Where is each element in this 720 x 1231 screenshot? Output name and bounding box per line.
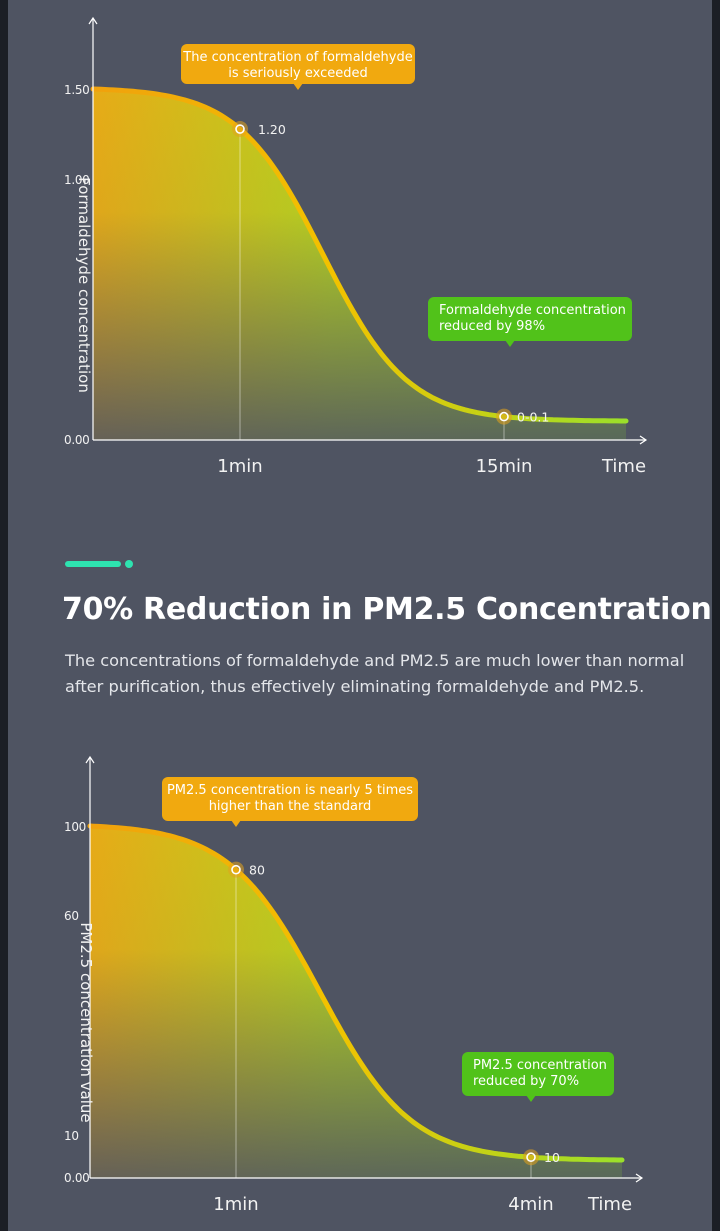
y-tick-label: 0.00: [64, 1171, 90, 1185]
callout-box: [162, 777, 418, 821]
callout-text: PM2.5 concentration: [473, 1058, 607, 1073]
callout-text: The concentration of formaldehyde: [182, 50, 412, 65]
data-point: [526, 1152, 536, 1163]
callout-pointer: [526, 1095, 536, 1102]
pm25-chart: 0.00 10 60 100 PM2.5 concentration value 1min…: [64, 755, 644, 1215]
callout-text: Formaldehyde concentration: [439, 303, 626, 318]
series-line: [90, 86, 629, 424]
point-halo: [232, 121, 248, 138]
x-axis-arrow: [639, 435, 648, 445]
area-shade: [93, 89, 626, 440]
x-tick-label: 1min: [217, 456, 262, 477]
area-shade: [90, 826, 622, 1178]
page: 0.00 1.00 1.50 Formaldehyde concentration 1m…: [8, 0, 712, 1231]
y-tick-label: 1.50: [64, 83, 90, 97]
y-axis-label: PM2.5 concentration value: [77, 922, 95, 1122]
callout-text: higher than the standard: [209, 799, 372, 814]
x-axis-arrow: [635, 1173, 644, 1183]
callout-box: [462, 1052, 614, 1096]
data-label: 80: [249, 863, 265, 878]
callout-pointer: [505, 340, 515, 347]
callout-box: [181, 44, 415, 84]
data-point: [235, 124, 245, 134]
y-tick-label: 60: [64, 909, 79, 923]
data-label: 1.20: [258, 122, 286, 137]
y-tick-label: 1.00: [64, 173, 90, 187]
x-tick-label: 4min: [508, 1194, 553, 1215]
callout-pointer: [293, 83, 303, 90]
y-axis-label: Formaldehyde concentration: [75, 177, 93, 393]
data-label: 10: [544, 1150, 560, 1165]
point-halo: [228, 861, 244, 878]
callout-box: [428, 297, 632, 341]
y-axis-arrow: [85, 755, 95, 764]
point-halo: [496, 408, 512, 425]
callout-pointer: [231, 820, 241, 827]
x-axis-label: Time: [587, 1194, 632, 1215]
section-title: 70% Reduction in PM2.5 Concentration: [62, 592, 712, 627]
point-halo: [523, 1149, 539, 1166]
callout-text: PM2.5 concentration is nearly 5 times: [167, 783, 413, 798]
callout-text: reduced by 98%: [439, 319, 545, 334]
y-tick-label: 100: [64, 820, 86, 834]
y-tick-label: 10: [64, 1129, 79, 1143]
y-axis-arrow: [88, 16, 98, 25]
y-tick-label: 0.00: [64, 433, 90, 447]
data-label: 0-0.1: [517, 410, 549, 425]
section-description: The concentrations of formaldehyde and P…: [65, 651, 685, 696]
data-point: [231, 864, 241, 875]
callout-text: is seriously exceeded: [228, 66, 368, 81]
accent-dot: [125, 560, 133, 568]
accent-bar: [65, 561, 121, 567]
data-point: [499, 411, 509, 422]
formaldehyde-chart: 0.00 1.00 1.50 Formaldehyde concentration 1m…: [64, 16, 648, 477]
x-axis-label: Time: [601, 456, 646, 477]
x-tick-label: 1min: [213, 1194, 258, 1215]
x-tick-label: 15min: [476, 456, 533, 477]
callout-text: reduced by 70%: [473, 1074, 579, 1089]
